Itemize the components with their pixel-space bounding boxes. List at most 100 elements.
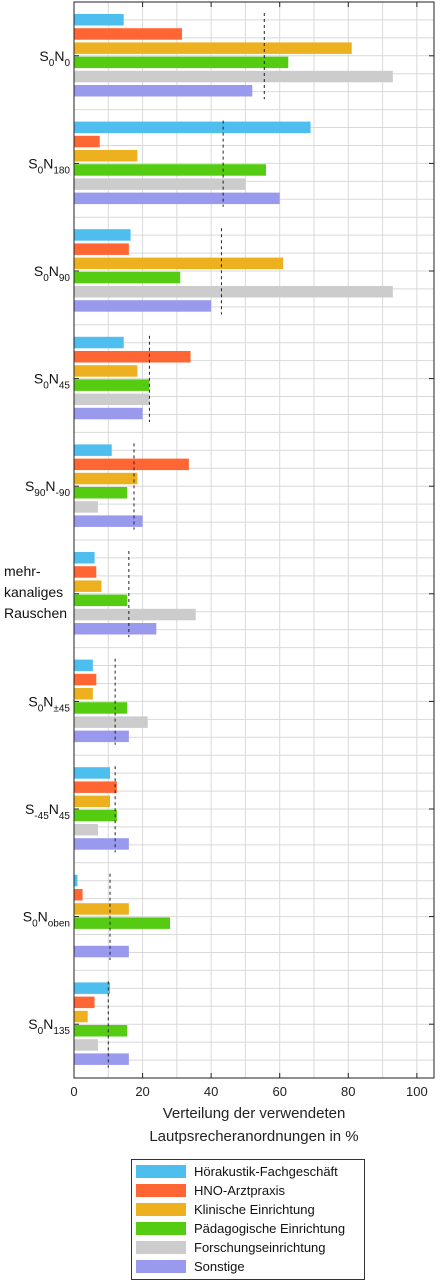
category-label-line: kanaliges — [4, 584, 63, 600]
bar-10-3 — [74, 1010, 88, 1023]
category-label-sub: 180 — [53, 165, 70, 176]
category-label-sub: 90 — [59, 273, 71, 284]
bar-8-4 — [74, 809, 117, 822]
category-label-main: S — [23, 909, 32, 925]
category-label-8: S-45N45 — [25, 801, 70, 822]
bar-8-6 — [74, 838, 129, 850]
category-label-main: N — [43, 1016, 53, 1032]
category-label-2: S0N180 — [28, 155, 70, 176]
bar-1-6 — [74, 85, 253, 97]
legend-swatch — [136, 1241, 186, 1254]
bar-4-6 — [74, 407, 143, 420]
category-labels: S0N0S0N180S0N90S0N45S90N-90mehr-kanalige… — [4, 48, 70, 1037]
x-tick-label: 20 — [135, 1084, 149, 1099]
plot-frame — [73, 1, 435, 1079]
x-tick-label: 60 — [272, 1084, 286, 1099]
bar-2-1 — [74, 121, 311, 134]
legend-swatch — [136, 1165, 186, 1178]
legend-item-1: Hörakustik-Fachgeschäft — [136, 1162, 360, 1181]
category-label-5: S90N-90 — [25, 478, 70, 499]
bar-2-2 — [74, 135, 100, 148]
x-axis-label-line-2: Lautpsrecheranordnungen in % — [149, 1128, 358, 1145]
legend-item-6: Sonstige — [136, 1257, 360, 1276]
bar-9-4 — [74, 917, 170, 929]
legend-label: Forschungseinrichtung — [194, 1240, 326, 1255]
category-label-3: S0N90 — [34, 263, 71, 284]
bar-7-3 — [74, 688, 93, 700]
bar-1-2 — [74, 28, 182, 40]
category-label-main: N — [54, 48, 64, 64]
legend-label: Hörakustik-Fachgeschäft — [194, 1164, 338, 1179]
category-label-sub: 45 — [59, 381, 71, 392]
category-label-main: S — [34, 371, 43, 387]
category-label-main: N — [49, 263, 59, 279]
legend-label: Klinische Einrichtung — [194, 1202, 315, 1217]
bar-6-2 — [74, 566, 97, 578]
bar-1-3 — [74, 42, 352, 54]
x-tick-label: 40 — [204, 1084, 218, 1099]
bar-8-1 — [74, 767, 110, 779]
category-label-sub: ±45 — [53, 703, 70, 714]
bar-5-6 — [74, 515, 143, 527]
category-label-sub: 0 — [43, 273, 49, 284]
category-label-sub: -45 — [34, 811, 49, 822]
x-tick-label: 100 — [406, 1084, 428, 1099]
bar-1-1 — [74, 14, 124, 26]
category-label-6: mehr-kanaliges Rauschen — [4, 563, 67, 621]
bar-5-4 — [74, 487, 128, 499]
legend-swatch — [136, 1184, 186, 1197]
bar-4-2 — [74, 351, 191, 363]
bar-9-6 — [74, 945, 129, 958]
category-label-sub: -90 — [56, 488, 71, 499]
legend-swatch — [136, 1203, 186, 1216]
category-label-main: S — [25, 478, 34, 494]
bar-9-1 — [74, 874, 78, 887]
category-label-sub: 0 — [49, 58, 55, 69]
category-label-main: S — [34, 263, 43, 279]
bar-7-2 — [74, 673, 97, 686]
legend-swatch — [136, 1222, 186, 1235]
category-label-9: S0Noben — [23, 909, 70, 930]
bar-10-2 — [74, 996, 95, 1009]
bar-3-1 — [74, 229, 131, 241]
category-label-main: N — [43, 693, 53, 709]
bar-3-4 — [74, 271, 181, 284]
bar-10-5 — [74, 1039, 98, 1051]
category-label-sub: 0 — [38, 1026, 44, 1037]
x-tick-label: 0 — [70, 1084, 77, 1099]
bar-6-6 — [74, 623, 157, 635]
bar-7-1 — [74, 659, 93, 672]
category-label-sub: 45 — [59, 811, 71, 822]
bar-9-3 — [74, 903, 129, 915]
category-label-line: mehr- — [4, 563, 41, 579]
legend-item-3: Klinische Einrichtung — [136, 1200, 360, 1219]
x-axis-label-line-1: Verteilung der verwendeten — [163, 1105, 346, 1122]
bar-10-4 — [74, 1025, 128, 1037]
category-label-1: S0N0 — [39, 48, 70, 69]
category-label-line: Rauschen — [4, 605, 67, 621]
category-label-main: S — [28, 155, 37, 171]
grid — [74, 2, 434, 1079]
category-label-4: S0N45 — [34, 371, 71, 392]
bar-7-5 — [74, 716, 148, 728]
bar-4-4 — [74, 379, 150, 391]
bar-5-2 — [74, 458, 189, 471]
bar-4-1 — [74, 336, 124, 349]
bar-10-1 — [74, 982, 110, 994]
category-label-sub: 135 — [53, 1026, 70, 1037]
mean-lines — [107, 13, 265, 1068]
category-label-sub: oben — [48, 919, 70, 930]
x-tick-label: 80 — [341, 1084, 355, 1099]
category-label-main: S — [39, 48, 48, 64]
bar-5-5 — [74, 501, 98, 513]
bar-10-6 — [74, 1053, 129, 1065]
category-label-main: S — [28, 693, 37, 709]
bar-2-6 — [74, 192, 280, 205]
legend-swatch — [136, 1260, 186, 1273]
bar-4-5 — [74, 393, 150, 406]
bar-9-2 — [74, 889, 83, 901]
legend: Hörakustik-Fachgeschäft HNO-Arztpraxis Kli… — [131, 1159, 365, 1280]
category-label-sub: 0 — [38, 703, 44, 714]
bar-1-5 — [74, 70, 393, 83]
bar-3-2 — [74, 243, 129, 255]
